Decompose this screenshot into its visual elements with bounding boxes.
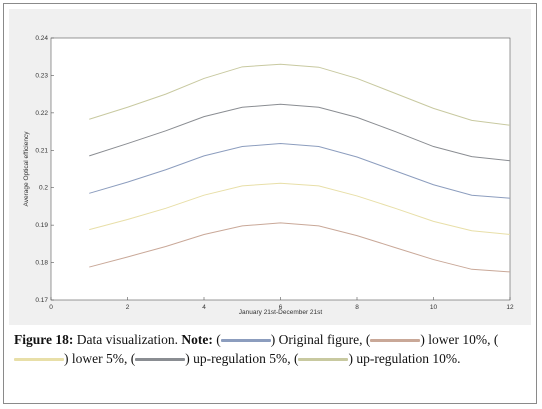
series-line-2 xyxy=(89,182,511,235)
legend-key-up-5 xyxy=(135,358,186,362)
x-tick-label: 12 xyxy=(506,304,514,311)
figure-caption: Figure 18: Data visualization. Note: ( ) … xyxy=(14,330,534,368)
y-tick-label: 0.2 xyxy=(39,185,48,192)
y-tick-label: 0.24 xyxy=(35,35,48,42)
figure-frame: 0 2 4 6 8 10 12 0.17 0.18 0.19 0.2 0.21 0.22 0.23 0.24… xyxy=(3,3,537,404)
legend-text-original: ) Original figure, ( xyxy=(270,332,371,347)
x-tick-label: 2 xyxy=(126,304,130,311)
legend-key-up-10 xyxy=(298,358,349,362)
series-line-0 xyxy=(89,143,511,199)
figure-label: Figure 18: xyxy=(14,332,74,347)
x-tick-label: 8 xyxy=(355,304,359,311)
x-tick-label: 6 xyxy=(279,304,283,311)
legend-text-lower-5: ) lower 5%, ( xyxy=(64,351,136,366)
plot-area xyxy=(50,37,511,301)
x-tick-label: 4 xyxy=(202,304,206,311)
caption-title: Data visualization. xyxy=(73,332,182,347)
y-tick-label: 0.17 xyxy=(35,297,48,304)
y-tick-label: 0.18 xyxy=(35,260,48,267)
y-tick-label: 0.22 xyxy=(35,110,48,117)
legend-text-up-10: ) up-regulation 10%. xyxy=(348,351,461,366)
x-axis-label: January 21st-December 21st xyxy=(239,309,323,316)
legend-key-lower-10 xyxy=(370,339,421,343)
note-label: Note: xyxy=(181,332,213,347)
legend-text-lower-10: ) lower 10%, ( xyxy=(420,332,499,347)
y-tick-label: 0.19 xyxy=(35,222,48,229)
caption-open-paren: ( xyxy=(212,332,221,347)
x-tick-label: 0 xyxy=(49,304,53,311)
chart-panel: 0 2 4 6 8 10 12 0.17 0.18 0.19 0.2 0.21 0.22 0.23 0.24… xyxy=(9,9,531,325)
y-tick-label: 0.21 xyxy=(35,147,48,154)
series-line-3 xyxy=(89,103,511,162)
legend-key-original xyxy=(220,339,271,343)
y-tick-label: 0.23 xyxy=(35,72,48,79)
legend-text-up-5: ) up-regulation 5%, ( xyxy=(185,351,299,366)
y-axis-label: Average Optical efficiency xyxy=(23,131,30,207)
series-layer xyxy=(89,63,511,273)
series-line-4 xyxy=(89,63,511,126)
legend-key-lower-5 xyxy=(14,358,64,362)
series-line-1 xyxy=(89,222,511,273)
tick-layer: 0 2 4 6 8 10 12 0.17 0.18 0.19 0.2 0.21 0.22 0.23 0.24 xyxy=(35,35,514,311)
line-chart: 0 2 4 6 8 10 12 0.17 0.18 0.19 0.2 0.21 0.22 0.23 0.24… xyxy=(23,35,514,316)
x-tick-label: 10 xyxy=(430,304,438,311)
